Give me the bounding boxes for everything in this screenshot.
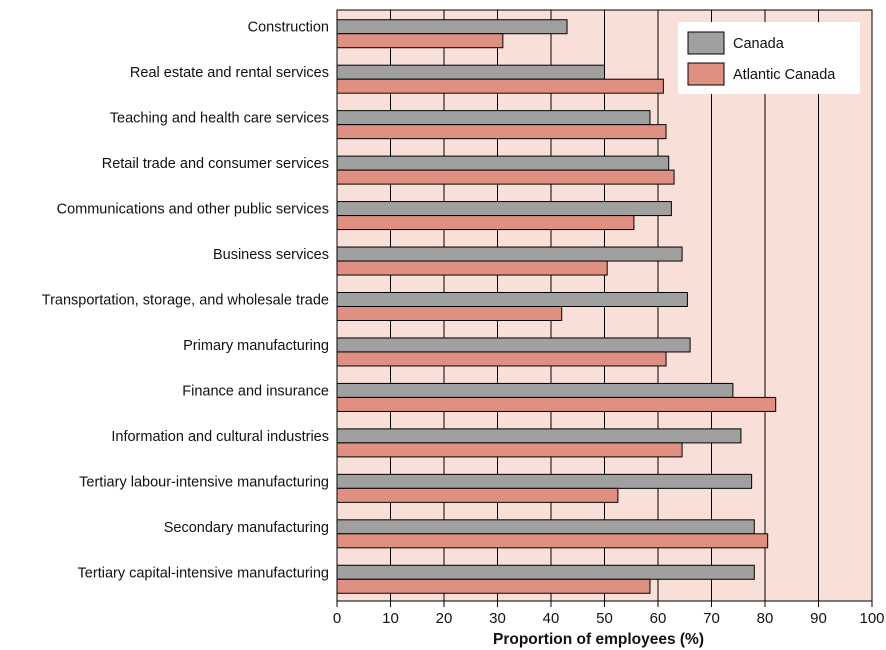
category-label: Finance and insurance (182, 383, 329, 399)
bar-canada (336, 382, 734, 398)
bar-atlantic-canada (336, 442, 683, 458)
legend-label: Canada (733, 36, 785, 52)
bar-canada (336, 519, 755, 535)
legend: Canada Atlantic Canada (678, 22, 860, 94)
x-tick-label: 50 (596, 610, 613, 627)
legend-swatch (687, 62, 725, 86)
category-label: Tertiary capital-intensive manufacturing (78, 565, 329, 581)
bar-canada (336, 337, 691, 353)
bar-atlantic-canada (336, 351, 667, 367)
x-axis: 0 10 20 30 40 50 60 70 80 90 100 (333, 601, 885, 627)
bar-canada (336, 110, 651, 126)
category-label: Primary manufacturing (183, 338, 329, 354)
bar-atlantic-canada (336, 578, 651, 594)
x-tick-label: 80 (757, 610, 774, 627)
x-axis-title: Proportion of employees (%) (493, 631, 704, 648)
bar-atlantic-canada (336, 306, 563, 321)
x-tick-label: 40 (543, 610, 560, 627)
legend-label: Atlantic Canada (733, 67, 836, 83)
x-tick-label: 100 (859, 610, 884, 627)
bar-canada (336, 64, 605, 80)
bar-canada (336, 473, 753, 489)
x-tick-label: 10 (382, 610, 399, 627)
category-label: Information and cultural industries (111, 429, 329, 445)
bar-canada (336, 564, 755, 580)
bar-canada (336, 246, 683, 262)
category-label: Construction (248, 20, 329, 36)
x-tick-label: 0 (333, 610, 341, 627)
bar-atlantic-canada (336, 260, 608, 276)
x-tick-label: 60 (650, 610, 667, 627)
category-label: Communications and other public services (57, 202, 329, 218)
bar-canada (336, 19, 568, 35)
bar-canada (336, 201, 672, 217)
bar-canada (336, 292, 688, 307)
category-label: Transportation, storage, and wholesale t… (42, 293, 329, 309)
bar-atlantic-canada (336, 396, 777, 412)
bar-atlantic-canada (336, 487, 619, 503)
bar-atlantic-canada (336, 533, 769, 549)
bars (336, 19, 777, 594)
x-tick-label: 30 (489, 610, 506, 627)
bar-canada (336, 155, 670, 171)
bar-atlantic-canada (336, 169, 675, 185)
x-tick-label: 20 (436, 610, 453, 627)
legend-swatch (687, 31, 725, 55)
category-label: Business services (213, 247, 329, 263)
bar-atlantic-canada (336, 33, 504, 49)
bar-atlantic-canada (336, 215, 635, 231)
category-label: Retail trade and consumer services (102, 156, 329, 172)
bar-canada (336, 428, 742, 444)
x-tick-label: 70 (703, 610, 720, 627)
category-label: Real estate and rental services (130, 65, 329, 81)
category-label: Tertiary labour-intensive manufacturing (79, 474, 329, 490)
x-tick-label: 90 (810, 610, 827, 627)
category-labels: Construction Real estate and rental servi… (42, 20, 329, 582)
category-label: Teaching and health care services (110, 111, 329, 127)
bar-atlantic-canada (336, 78, 664, 94)
category-label: Secondary manufacturing (164, 520, 329, 536)
bar-atlantic-canada (336, 124, 667, 140)
